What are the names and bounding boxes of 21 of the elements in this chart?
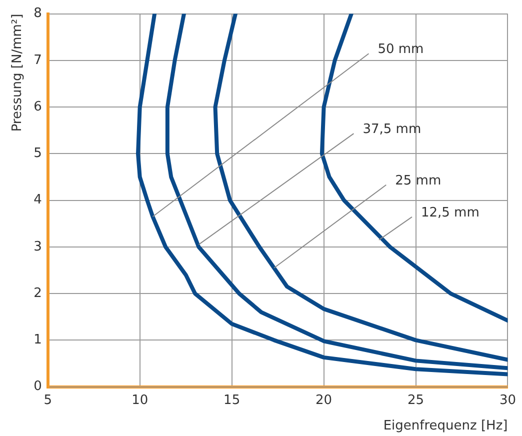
annotation: 12,5 mm xyxy=(420,205,480,220)
y-tick-label: 8 xyxy=(34,6,42,22)
y-tick-label: 2 xyxy=(34,286,42,301)
x-tick-label: 5 xyxy=(44,392,52,408)
y-tick-label: 6 xyxy=(34,99,42,114)
y-tick-label: 0 xyxy=(34,379,42,394)
x-tick-label: 30 xyxy=(499,392,516,408)
annotation: 25 mm xyxy=(395,173,442,188)
y-tick-label: 1 xyxy=(34,332,42,348)
y-axis-title: Pressung [N/mm²] xyxy=(10,14,26,132)
x-tick-label: 10 xyxy=(132,392,148,408)
y-tick-label: 7 xyxy=(34,52,42,68)
y-tick-label: 3 xyxy=(34,239,42,254)
annotation: 50 mm xyxy=(378,42,424,57)
x-axis-title: Eigenfrequenz [Hz] xyxy=(383,418,508,434)
y-tick-label: 4 xyxy=(34,192,42,208)
x-tick-label: 15 xyxy=(224,392,240,408)
x-tick-label: 25 xyxy=(407,392,424,408)
annotation: 37,5 mm xyxy=(362,122,422,137)
x-tick-label: 20 xyxy=(316,392,332,408)
y-tick-label: 5 xyxy=(34,146,42,162)
